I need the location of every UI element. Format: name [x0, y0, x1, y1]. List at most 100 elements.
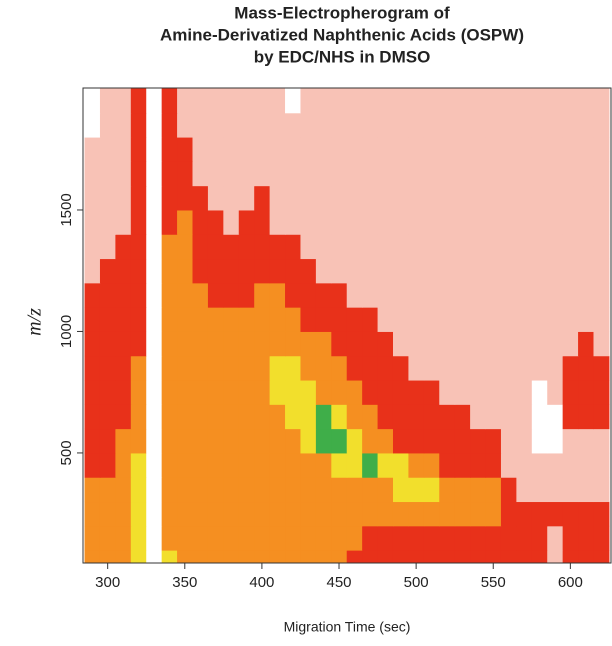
heatmap-cell [439, 355, 456, 381]
heatmap-cell [285, 137, 301, 162]
heatmap-cell [439, 258, 456, 284]
heatmap-cell [99, 525, 116, 551]
heatmap-cell [192, 258, 209, 284]
heatmap-cell [362, 258, 379, 284]
heatmap-cell [192, 112, 209, 138]
heatmap-cell [161, 404, 178, 430]
heatmap-cell [485, 428, 502, 454]
heatmap-cell [346, 477, 363, 503]
heatmap-cell [562, 404, 579, 430]
heatmap-cell [130, 452, 147, 478]
heatmap-cell [531, 307, 548, 332]
heatmap-cell [593, 355, 610, 381]
heatmap-cell [516, 185, 533, 211]
heatmap-cell [531, 282, 548, 308]
heatmap-cell [254, 355, 271, 381]
heatmap-cell [454, 501, 471, 527]
heatmap-cell [377, 185, 394, 211]
heatmap-cell [485, 380, 502, 405]
heatmap-cell [84, 88, 101, 114]
heatmap-cell [500, 282, 517, 308]
y-tick-label: 1500 [58, 193, 75, 226]
heatmap-cell [408, 209, 425, 235]
heatmap-cell [500, 137, 517, 162]
x-tick-label: 350 [172, 574, 197, 591]
heatmap-cell [454, 355, 471, 381]
heatmap-cell [146, 331, 163, 357]
heatmap-cell [439, 477, 456, 503]
heatmap-cell [315, 380, 332, 405]
heatmap-cell [470, 209, 487, 235]
heatmap-cell [423, 550, 440, 563]
heatmap-cell [285, 501, 301, 527]
heatmap-cell [177, 161, 194, 187]
heatmap-cell [516, 501, 533, 527]
heatmap-cell [377, 452, 394, 478]
chart-title: by EDC/NHS in DMSO [254, 47, 431, 66]
heatmap-cell [423, 307, 440, 332]
heatmap-cell [454, 161, 471, 187]
heatmap-cell [254, 112, 271, 138]
heatmap-cell [423, 161, 440, 187]
heatmap-cell [223, 331, 240, 357]
heatmap-cell [161, 477, 178, 503]
heatmap-cell [408, 428, 425, 454]
heatmap-cell [285, 307, 301, 332]
heatmap-cell [377, 258, 394, 284]
heatmap-cell [99, 258, 116, 284]
x-tick-label: 400 [249, 574, 274, 591]
heatmap-cell [578, 525, 594, 551]
heatmap-cell [392, 525, 409, 551]
heatmap-cell [161, 161, 178, 187]
heatmap-cell [346, 331, 363, 357]
heatmap-cell [99, 161, 116, 187]
heatmap-cell [146, 209, 163, 235]
heatmap-cell [146, 452, 163, 478]
heatmap-cell [223, 258, 240, 284]
heatmap-cell [207, 477, 224, 503]
heatmap-cell [99, 88, 116, 114]
heatmap-cell [269, 452, 286, 478]
heatmap-cell [300, 161, 317, 187]
heatmap-cell [238, 428, 255, 454]
heatmap-cell [485, 550, 502, 563]
heatmap-cell [485, 185, 502, 211]
heatmap-cell [485, 112, 502, 138]
heatmap-cell [254, 428, 271, 454]
heatmap-cell [562, 477, 579, 503]
heatmap-cell [454, 112, 471, 138]
heatmap-cell [408, 452, 425, 478]
heatmap-cell [146, 525, 163, 551]
heatmap-cell [99, 307, 116, 332]
heatmap-cell [269, 234, 286, 260]
heatmap-cell [392, 501, 409, 527]
heatmap-cell [454, 185, 471, 211]
heatmap-cell [238, 355, 255, 381]
heatmap-cell [531, 258, 548, 284]
heatmap-cell [207, 209, 224, 235]
heatmap-cell [161, 525, 178, 551]
heatmap-cell [130, 525, 147, 551]
x-tick-label: 300 [95, 574, 120, 591]
heatmap-cell [439, 404, 456, 430]
heatmap-cell [500, 331, 517, 357]
heatmap-cell [578, 404, 594, 430]
heatmap-cell [331, 331, 348, 357]
heatmap-cell [146, 234, 163, 260]
heatmap-cell [223, 88, 240, 114]
heatmap-cell [300, 452, 317, 478]
heatmap-cell [408, 307, 425, 332]
heatmap-cell [130, 307, 147, 332]
heatmap-cell [377, 331, 394, 357]
heatmap-cell [315, 112, 332, 138]
heatmap-cell [238, 550, 255, 563]
heatmap-cell [362, 137, 379, 162]
heatmap-cell [192, 404, 209, 430]
heatmap-cell [439, 137, 456, 162]
heatmap-cell [285, 282, 301, 308]
heatmap [84, 88, 610, 563]
heatmap-cell [454, 88, 471, 114]
heatmap-cell [269, 112, 286, 138]
heatmap-cell [578, 234, 594, 260]
heatmap-cell [593, 185, 610, 211]
